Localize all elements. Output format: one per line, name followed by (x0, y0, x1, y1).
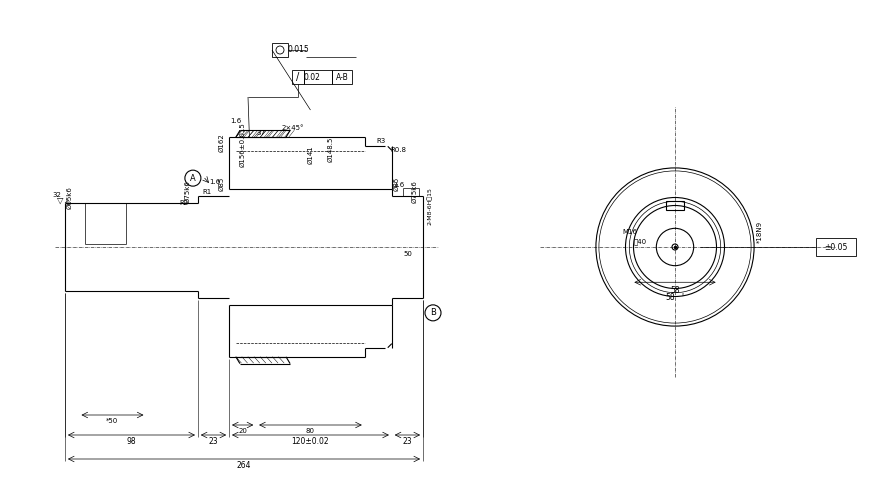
Text: R0.8: R0.8 (391, 148, 407, 153)
Text: Ø75k6: Ø75k6 (412, 180, 418, 202)
Text: ±0.05: ±0.05 (825, 243, 847, 251)
Text: R3: R3 (377, 138, 385, 144)
Text: 2×45°: 2×45° (282, 125, 304, 131)
Text: 58: 58 (665, 293, 675, 302)
Text: ▽: ▽ (56, 196, 63, 204)
Text: 1.6: 1.6 (393, 182, 404, 188)
Text: 23: 23 (402, 437, 412, 446)
Text: Ø85: Ø85 (218, 177, 224, 192)
Text: M16: M16 (622, 229, 637, 235)
Text: Ø141: Ø141 (307, 145, 313, 164)
Text: 1.6: 1.6 (231, 118, 241, 124)
Text: 0.015: 0.015 (287, 46, 309, 54)
Text: Ø162: Ø162 (218, 133, 224, 151)
Text: 80: 80 (306, 428, 315, 434)
Text: 120±0.02: 120±0.02 (291, 437, 329, 446)
Bar (816, 238, 856, 256)
Text: Ø65k6: Ø65k6 (67, 187, 73, 209)
Text: R2: R2 (180, 200, 189, 206)
Text: A: A (190, 174, 195, 183)
Text: R1: R1 (202, 189, 212, 195)
Text: 32: 32 (53, 192, 62, 198)
Text: A-B: A-B (335, 72, 348, 82)
Bar (272, 43, 288, 57)
Text: *18N9: *18N9 (757, 221, 763, 243)
Bar (666, 200, 684, 210)
Text: Ø75k6: Ø75k6 (185, 180, 191, 202)
Text: 264: 264 (237, 460, 252, 469)
Text: 2-M8-6H深15: 2-M8-6H深15 (427, 188, 433, 225)
Text: 58: 58 (671, 286, 680, 295)
Text: Ø148.5: Ø148.5 (327, 137, 334, 162)
Text: 1.6: 1.6 (209, 179, 221, 185)
Bar (332, 70, 352, 84)
Text: 0.02: 0.02 (304, 72, 320, 82)
Text: B: B (430, 308, 436, 317)
Text: /: / (297, 72, 299, 82)
Text: *50: *50 (106, 418, 119, 424)
Text: 23: 23 (209, 437, 218, 446)
Text: Ø156±0.015: Ø156±0.015 (239, 122, 246, 167)
Text: 20: 20 (238, 428, 247, 434)
Bar (292, 70, 304, 84)
Bar (304, 70, 332, 84)
Text: 37: 37 (256, 130, 266, 136)
Text: 深40: 深40 (634, 239, 647, 246)
Text: 98: 98 (127, 437, 136, 446)
Text: Ø85: Ø85 (394, 177, 400, 192)
Text: 50: 50 (404, 251, 413, 257)
Text: ₀: ₀ (682, 292, 684, 297)
